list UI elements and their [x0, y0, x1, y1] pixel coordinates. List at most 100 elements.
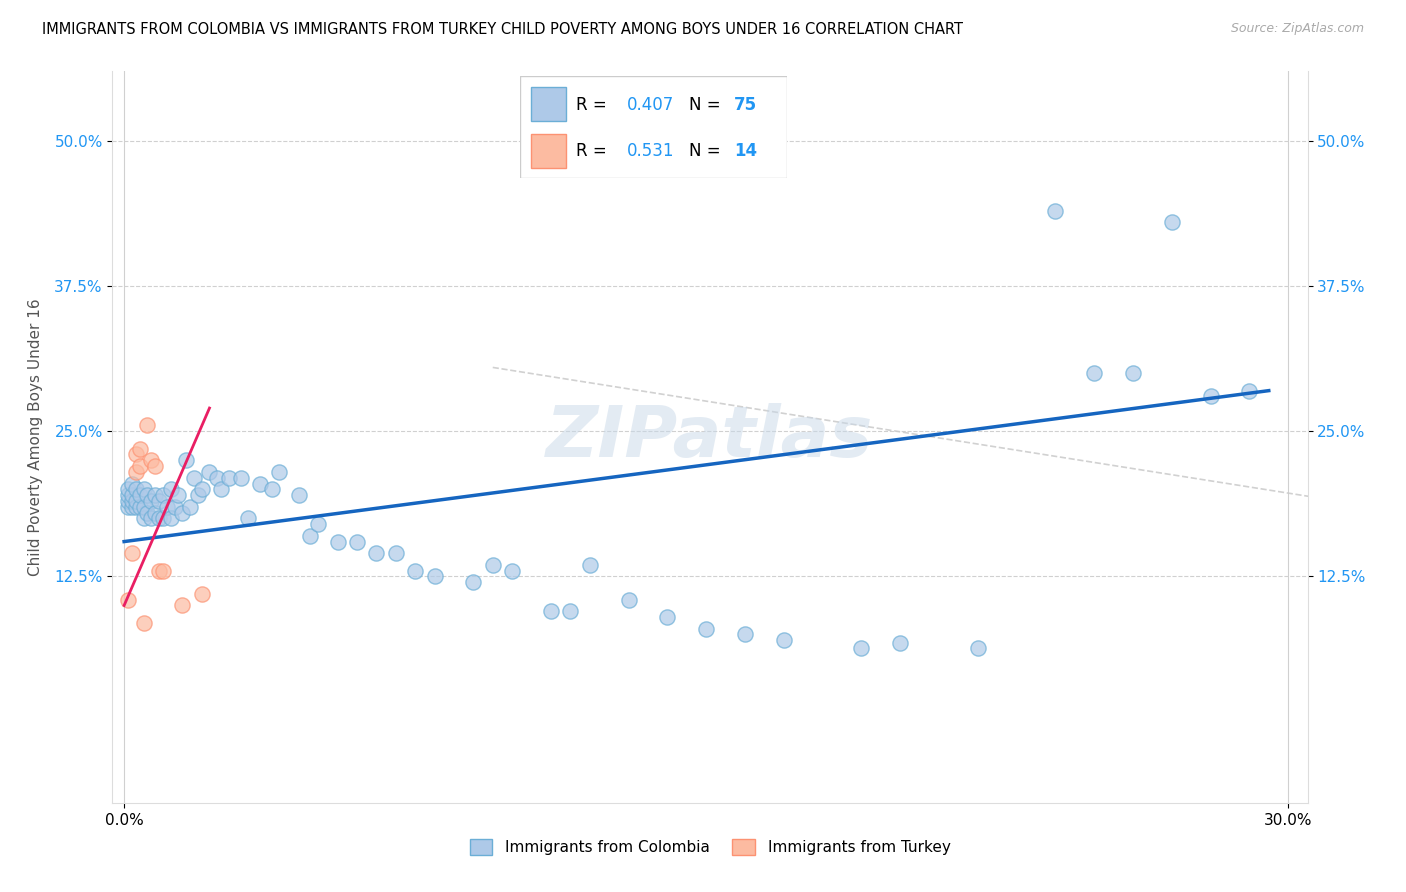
Point: [141, 453, 163, 467]
Point: [207, 471, 229, 485]
Text: 14: 14: [734, 142, 756, 160]
Point: [143, 488, 166, 502]
Point: [1045, 203, 1067, 218]
Point: [560, 604, 582, 618]
Point: [695, 622, 717, 636]
Point: [152, 511, 174, 525]
Point: [238, 511, 260, 525]
Point: [326, 534, 349, 549]
Point: [148, 511, 170, 525]
Point: [249, 476, 271, 491]
Point: [121, 546, 143, 560]
Point: [125, 500, 148, 514]
Point: [851, 641, 873, 656]
Point: [141, 494, 163, 508]
Point: [117, 483, 139, 497]
Point: [889, 635, 911, 649]
Text: R =: R =: [576, 142, 613, 160]
Point: [172, 506, 194, 520]
Point: [159, 511, 181, 525]
Point: [346, 534, 368, 549]
Point: [152, 564, 174, 578]
Point: [148, 494, 170, 508]
Point: [209, 483, 232, 497]
Point: [128, 442, 150, 456]
Point: [366, 546, 388, 560]
Point: [121, 494, 143, 508]
Point: [1239, 384, 1261, 398]
Point: [734, 627, 756, 641]
Point: [578, 558, 600, 572]
Point: [287, 488, 309, 502]
Point: [136, 418, 159, 433]
Point: [121, 476, 143, 491]
Point: [117, 488, 139, 502]
Point: [136, 488, 159, 502]
Point: [657, 610, 679, 624]
Point: [125, 483, 148, 497]
Point: [132, 483, 155, 497]
Point: [152, 488, 174, 502]
Text: 0.407: 0.407: [627, 95, 675, 113]
Bar: [531, 87, 565, 121]
Point: [132, 615, 155, 630]
Text: 0.531: 0.531: [627, 142, 675, 160]
Text: IMMIGRANTS FROM COLOMBIA VS IMMIGRANTS FROM TURKEY CHILD POVERTY AMONG BOYS UNDE: IMMIGRANTS FROM COLOMBIA VS IMMIGRANTS F…: [42, 22, 963, 37]
Point: [187, 488, 209, 502]
Text: R =: R =: [576, 95, 613, 113]
Text: 75: 75: [734, 95, 756, 113]
Point: [128, 459, 150, 474]
Point: [269, 465, 291, 479]
Point: [117, 592, 139, 607]
Text: ZIPatlas: ZIPatlas: [547, 402, 873, 472]
Point: [125, 448, 148, 462]
Point: [128, 500, 150, 514]
Point: [167, 488, 190, 502]
Point: [404, 564, 426, 578]
Point: [481, 558, 503, 572]
Point: [117, 494, 139, 508]
Point: [136, 506, 159, 520]
Point: [179, 500, 201, 514]
Point: [156, 500, 179, 514]
Point: [299, 529, 322, 543]
Point: [1199, 389, 1222, 403]
Point: [1083, 366, 1105, 380]
Point: [125, 494, 148, 508]
Point: [159, 483, 181, 497]
Point: [966, 641, 988, 656]
Point: [218, 471, 240, 485]
Point: [190, 587, 212, 601]
Legend: Immigrants from Colombia, Immigrants from Turkey: Immigrants from Colombia, Immigrants fro…: [464, 833, 956, 861]
Text: Source: ZipAtlas.com: Source: ZipAtlas.com: [1230, 22, 1364, 36]
Point: [183, 471, 205, 485]
Text: N =: N =: [689, 142, 725, 160]
Point: [772, 633, 794, 648]
Point: [117, 500, 139, 514]
Point: [423, 569, 446, 583]
Point: [121, 488, 143, 502]
Point: [143, 459, 166, 474]
Point: [163, 500, 186, 514]
Point: [174, 453, 197, 467]
Point: [172, 599, 194, 613]
Point: [307, 517, 329, 532]
Point: [141, 511, 163, 525]
Point: [121, 500, 143, 514]
Point: [384, 546, 406, 560]
Point: [132, 500, 155, 514]
Point: [260, 483, 283, 497]
Point: [198, 465, 221, 479]
Text: N =: N =: [689, 95, 725, 113]
Point: [128, 488, 150, 502]
Point: [148, 564, 170, 578]
Bar: [531, 135, 565, 168]
Y-axis label: Child Poverty Among Boys Under 16: Child Poverty Among Boys Under 16: [28, 298, 44, 576]
Point: [463, 575, 485, 590]
Point: [501, 564, 523, 578]
Point: [1160, 215, 1182, 229]
Point: [1122, 366, 1144, 380]
Point: [132, 511, 155, 525]
Point: [617, 592, 640, 607]
Point: [125, 465, 148, 479]
